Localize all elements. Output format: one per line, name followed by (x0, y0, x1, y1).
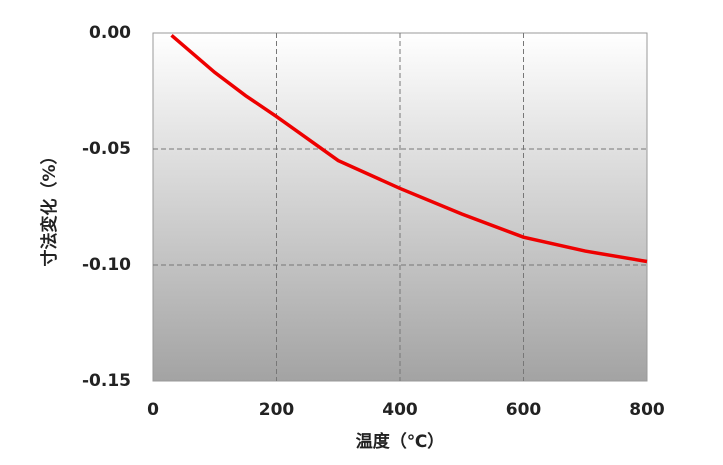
y-tick-label: -0.05 (82, 139, 131, 159)
x-tick-label: 800 (629, 400, 665, 420)
y-tick-label: -0.15 (82, 371, 131, 391)
y-tick-label: -0.10 (82, 255, 131, 275)
x-axis-label: 温度（℃） (356, 431, 445, 452)
x-tick-label: 0 (147, 400, 159, 420)
x-tick-label: 600 (506, 400, 542, 420)
data-line (170, 33, 648, 264)
x-tick-label: 200 (259, 400, 295, 420)
y-tick-label: 0.00 (89, 23, 131, 43)
x-tick-label: 400 (382, 400, 418, 420)
y-axis-label: 寸法変化（%） (39, 147, 60, 266)
